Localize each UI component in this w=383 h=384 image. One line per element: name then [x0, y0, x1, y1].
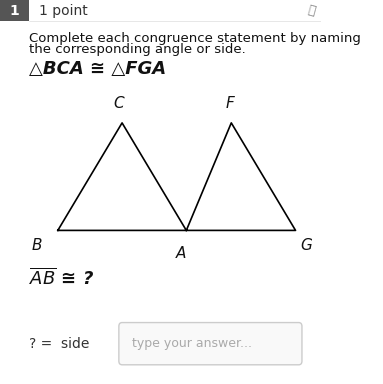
Text: A: A	[176, 246, 187, 261]
FancyBboxPatch shape	[0, 0, 29, 21]
Text: 📌: 📌	[306, 3, 317, 18]
Text: 1 point: 1 point	[39, 4, 87, 18]
Text: $\overline{AB}$ ≅ ?: $\overline{AB}$ ≅ ?	[29, 268, 94, 289]
Text: B: B	[31, 238, 42, 253]
Text: △BCA ≅ △FGA: △BCA ≅ △FGA	[29, 60, 166, 78]
Text: F: F	[225, 96, 234, 111]
Text: 1: 1	[10, 4, 19, 18]
Text: G: G	[300, 238, 312, 253]
Text: ? =  side: ? = side	[29, 337, 89, 351]
Text: Complete each congruence statement by naming: Complete each congruence statement by na…	[29, 32, 361, 45]
Text: type your answer...: type your answer...	[132, 337, 252, 350]
FancyBboxPatch shape	[119, 323, 302, 365]
Text: C: C	[113, 96, 124, 111]
Text: the corresponding angle or side.: the corresponding angle or side.	[29, 43, 246, 56]
